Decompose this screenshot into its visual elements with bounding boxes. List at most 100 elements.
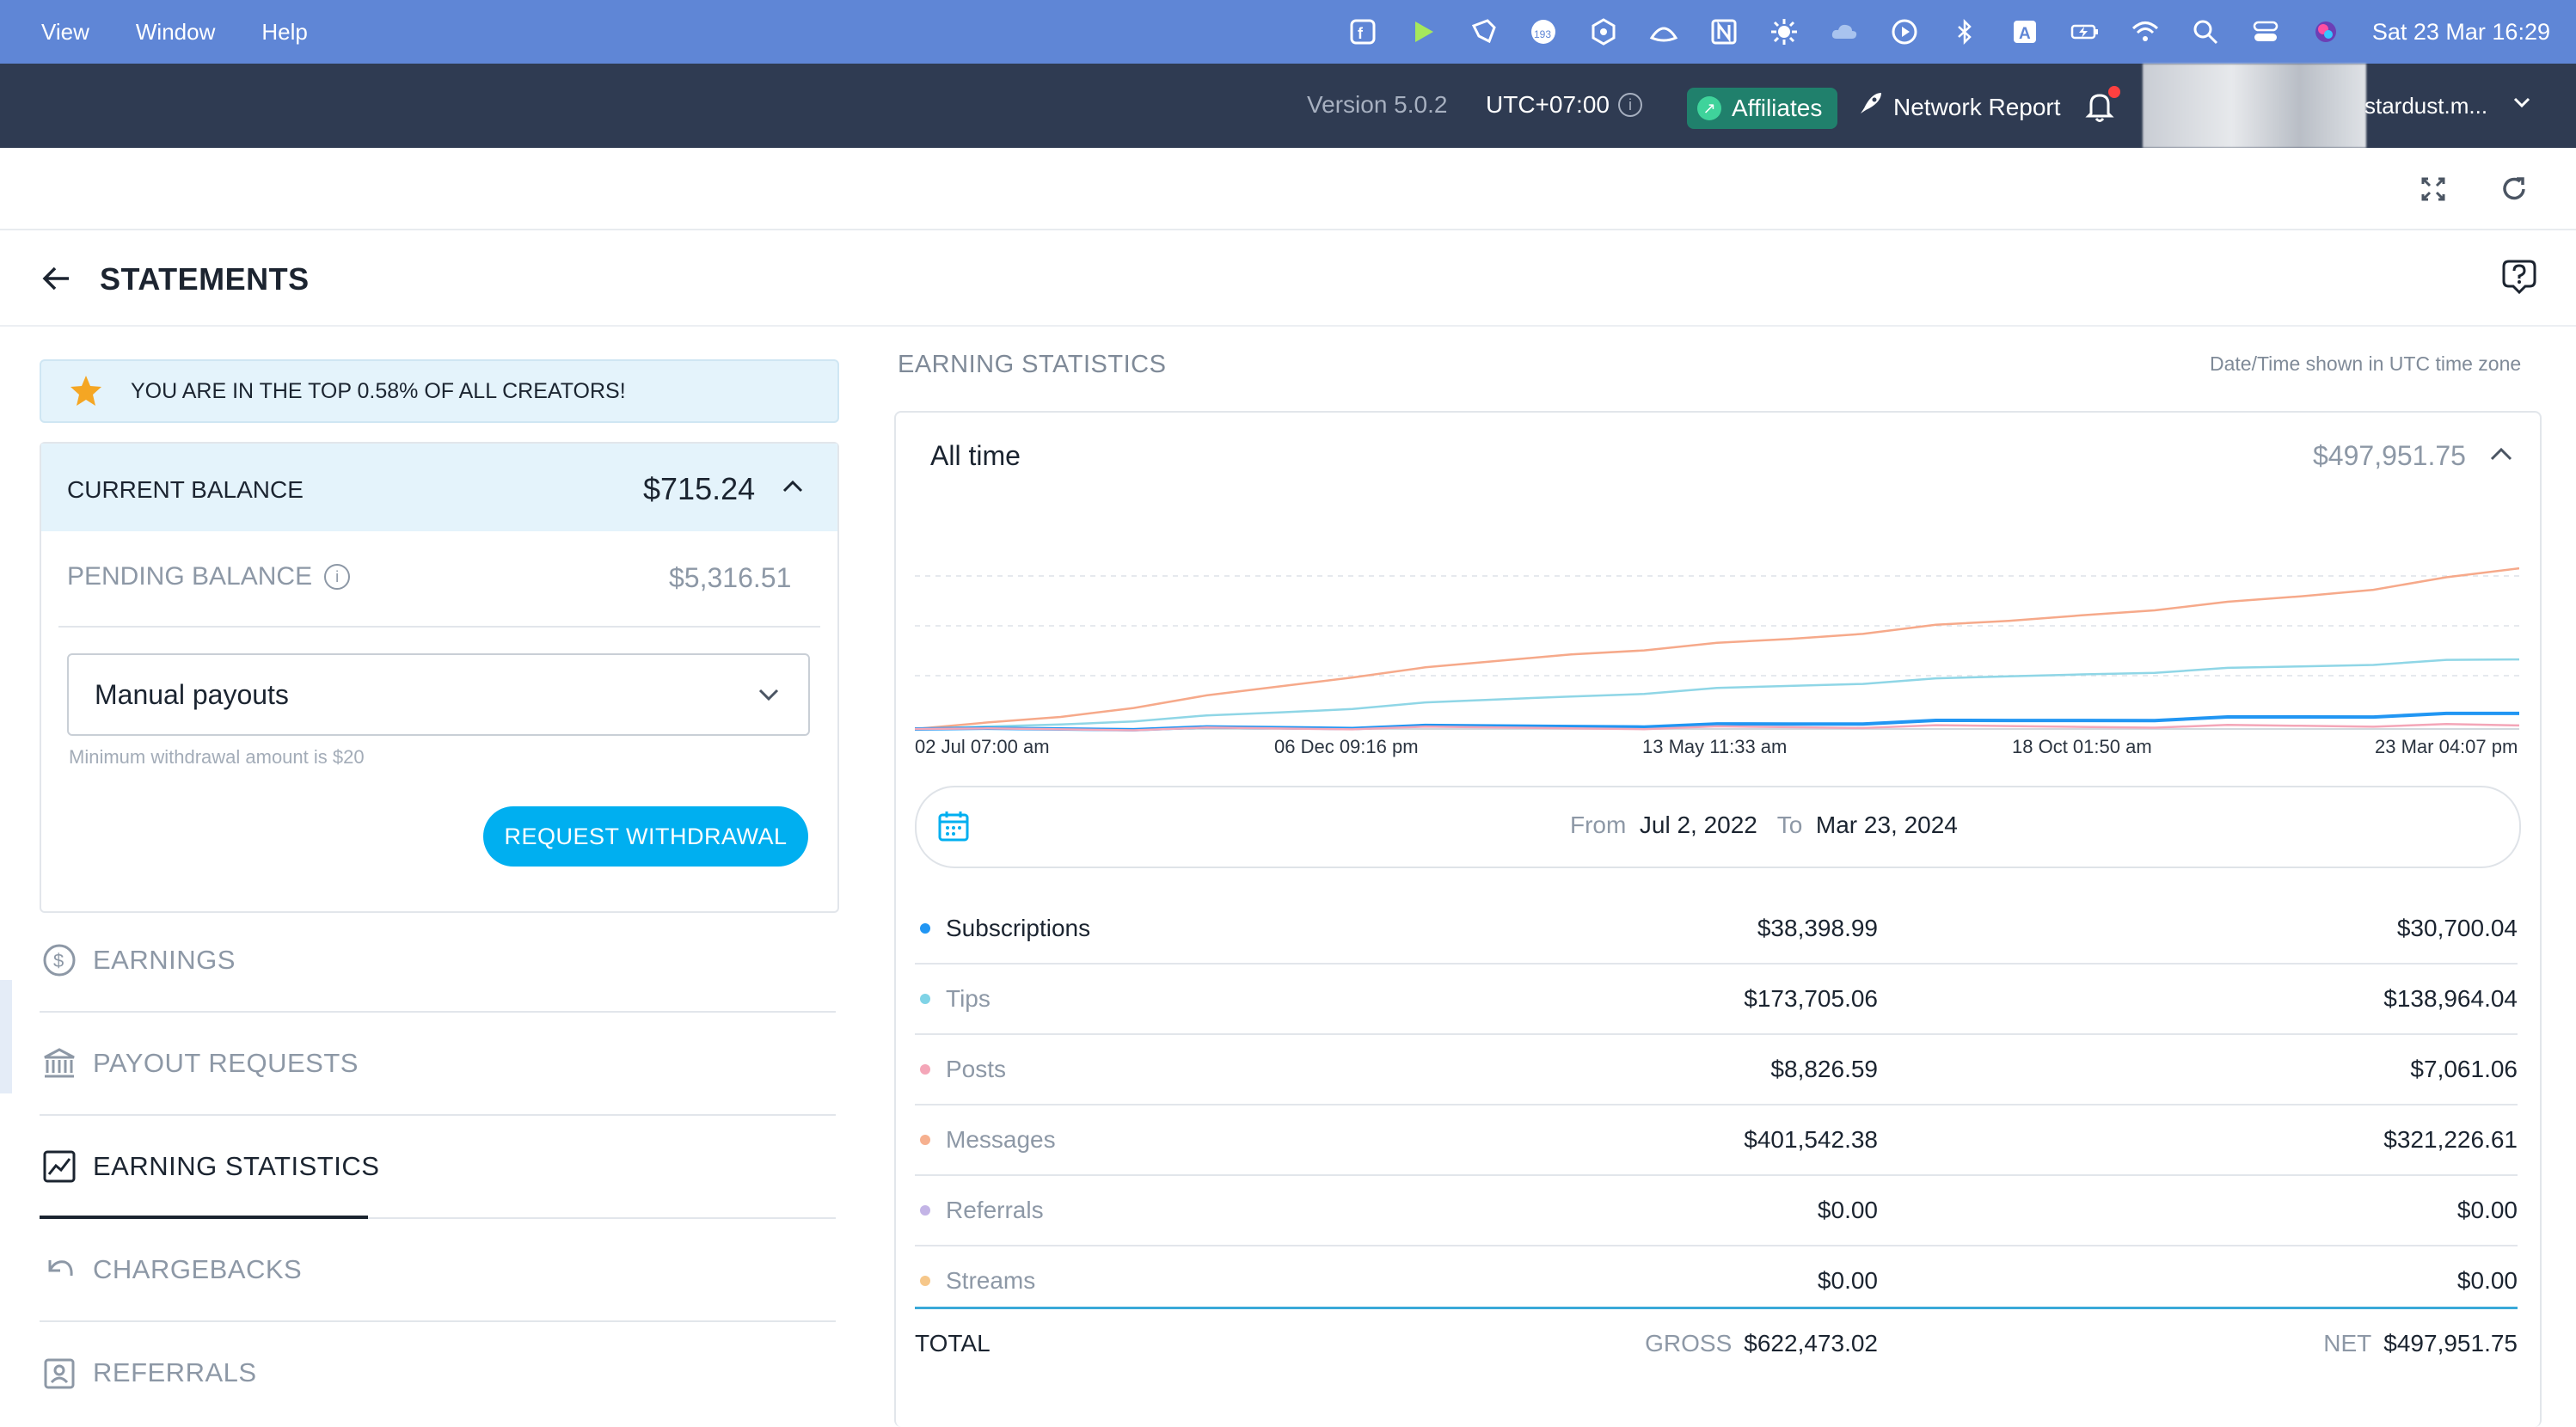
payout-mode-select[interactable]: Manual payouts	[67, 653, 810, 736]
row-gross: $38,398.99	[1757, 915, 1878, 941]
svg-text:f: f	[1358, 25, 1364, 42]
wifi-icon[interactable]	[2128, 15, 2162, 49]
net-total: NET $497,951.75	[2323, 1330, 2518, 1357]
chevron-down-icon	[758, 689, 779, 701]
blurred-avatar[interactable]	[2143, 64, 2366, 148]
nav-earnings[interactable]: $ EARNINGS	[40, 909, 836, 1013]
x-tick-label: 23 Mar 04:07 pm	[2375, 736, 2518, 757]
version-label: Version 5.0.2	[1307, 91, 1448, 118]
request-withdrawal-button[interactable]: REQUEST WITHDRAWAL	[483, 806, 808, 867]
play-circle-icon[interactable]	[1887, 15, 1922, 49]
stat-row-referrals[interactable]: Referrals $0.00 $0.00	[915, 1176, 2518, 1246]
lotus-icon[interactable]	[1647, 15, 1681, 49]
pen-icon[interactable]	[1466, 15, 1500, 49]
stat-row-tips[interactable]: Tips $173,705.06 $138,964.04	[915, 965, 2518, 1035]
play-icon[interactable]	[1406, 15, 1440, 49]
row-net: $321,226.61	[2383, 1126, 2518, 1153]
info-icon[interactable]: i	[1617, 93, 1642, 117]
back-arrow-icon[interactable]	[38, 260, 76, 297]
chevron-down-icon[interactable]	[2509, 89, 2535, 115]
row-gross: $0.00	[1817, 1267, 1878, 1294]
undo-icon	[48, 1260, 73, 1277]
nav-chargebacks-label: CHARGEBACKS	[93, 1254, 303, 1284]
stat-row-streams[interactable]: Streams $0.00 $0.00	[915, 1246, 2518, 1315]
pending-balance-amount: $5,316.51	[669, 562, 792, 593]
a-keyboard-icon[interactable]: A	[2008, 15, 2042, 49]
series-dot	[920, 1135, 930, 1145]
menu-window[interactable]: Window	[135, 18, 216, 45]
nav-chargebacks[interactable]: CHARGEBACKS	[40, 1219, 836, 1322]
nav-referrals[interactable]: REFERRALS	[40, 1322, 836, 1424]
nav-earning-statistics[interactable]: EARNING STATISTICS	[40, 1116, 836, 1219]
network-report-button[interactable]: Network Report	[1857, 91, 2061, 123]
nav-referrals-label: REFERRALS	[93, 1357, 257, 1387]
notifications-bell-icon[interactable]	[2084, 86, 2120, 124]
menu-view[interactable]: View	[41, 18, 89, 45]
menu-help[interactable]: Help	[261, 18, 308, 45]
stat-row-posts[interactable]: Posts $8,826.59 $7,061.06	[915, 1035, 2518, 1105]
affiliates-button[interactable]: ↗ Affiliates	[1687, 88, 1838, 129]
menubar-clock[interactable]: Sat 23 Mar 16:29	[2371, 18, 2550, 45]
payout-mode-value: Manual payouts	[95, 679, 289, 710]
cloud-icon[interactable]	[1827, 15, 1861, 49]
hexagon-icon[interactable]	[1586, 15, 1621, 49]
row-gross: $173,705.06	[1744, 985, 1878, 1012]
contact-icon	[44, 1358, 75, 1389]
row-net: $0.00	[2456, 1197, 2518, 1223]
top-creator-banner: YOU ARE IN THE TOP 0.58% OF ALL CREATORS…	[40, 359, 839, 423]
period-label[interactable]: All time	[930, 440, 1021, 471]
statistics-card: All time $497,951.75 02 Jul 07:00 am 06 …	[894, 411, 2542, 1427]
earning-statistics-title: EARNING STATISTICS	[898, 351, 1167, 378]
row-net: $30,700.04	[2396, 915, 2518, 941]
row-gross: $0.00	[1817, 1197, 1878, 1223]
period-total: $497,951.75	[2313, 440, 2466, 471]
svg-text:$: $	[53, 950, 64, 971]
date-range-picker[interactable]: From Jul 2, 2022 To Mar 23, 2024	[915, 786, 2521, 868]
help-icon[interactable]	[2500, 258, 2538, 296]
nav-payout-requests[interactable]: PAYOUT REQUESTS	[40, 1013, 836, 1116]
bluetooth-icon[interactable]	[1947, 15, 1982, 49]
date-to: Mar 23, 2024	[1815, 811, 1958, 838]
to-label: To	[1776, 811, 1803, 838]
active-tab-underline	[40, 1216, 368, 1219]
stat-row-subscriptions[interactable]: Subscriptions $38,398.99 $30,700.04	[915, 894, 2518, 965]
gear-sun-icon[interactable]	[1767, 15, 1801, 49]
chevron-up-icon[interactable]	[2487, 440, 2516, 469]
from-label: From	[1570, 811, 1627, 838]
app-f-icon[interactable]: f	[1346, 15, 1380, 49]
stat-row-messages[interactable]: Messages $401,542.38 $321,226.61	[915, 1105, 2518, 1176]
menu-items: View Window Help	[0, 0, 354, 64]
current-balance-header[interactable]: CURRENT BALANCE $715.24	[41, 444, 837, 531]
calendar-badge-icon[interactable]: 193	[1526, 15, 1561, 49]
account-name[interactable]: stardust.m...	[2364, 93, 2488, 119]
fullscreen-icon[interactable]	[2416, 172, 2450, 206]
x-tick-label: 02 Jul 07:00 am	[915, 736, 1050, 757]
net-label: NET	[2323, 1330, 2372, 1357]
x-tick-label: 13 May 11:33 am	[1642, 736, 1788, 757]
siri-icon[interactable]	[2309, 15, 2343, 49]
info-icon[interactable]: i	[324, 564, 351, 590]
chevron-up-icon[interactable]	[779, 473, 807, 500]
calendar-icon[interactable]	[935, 808, 972, 844]
notion-icon[interactable]	[1707, 15, 1741, 49]
row-net: $138,964.04	[2383, 985, 2518, 1012]
control-center-icon[interactable]	[2248, 15, 2283, 49]
series-dot	[920, 923, 930, 934]
bank-icon	[44, 1048, 75, 1078]
series-dot	[920, 1276, 930, 1286]
arrow-circle-icon: ↗	[1697, 96, 1721, 120]
earnings-line-chart	[915, 567, 2519, 732]
row-name: Tips	[946, 985, 991, 1012]
refresh-icon[interactable]	[2497, 172, 2531, 206]
search-icon[interactable]	[2188, 15, 2223, 49]
svg-text:193: 193	[1534, 28, 1551, 40]
left-edge-highlight	[0, 980, 12, 1093]
timezone: UTC+07:00 i	[1486, 91, 1642, 119]
row-name: Subscriptions	[946, 915, 1091, 941]
current-balance-label: CURRENT BALANCE	[67, 476, 304, 503]
balance-card: CURRENT BALANCE $715.24 PENDING BALANCE …	[40, 442, 839, 913]
battery-icon	[2068, 15, 2102, 49]
row-name: Referrals	[946, 1197, 1044, 1223]
status-tray: f 193 A Sat 23 Mar 16:29	[1320, 0, 2550, 64]
nav-earning-statistics-label: EARNING STATISTICS	[93, 1151, 380, 1181]
